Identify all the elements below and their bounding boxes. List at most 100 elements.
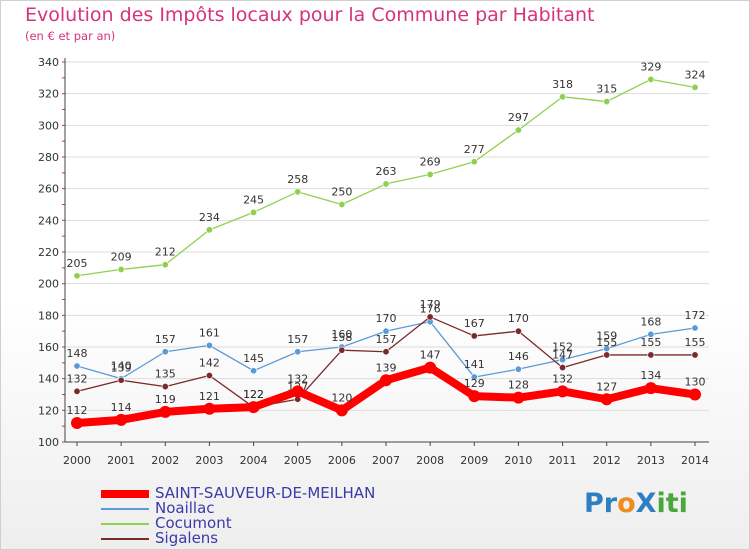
data-point [205,371,213,379]
legend-swatch [101,489,149,498]
data-label: 121 [199,390,220,403]
data-point [161,261,169,269]
data-label: 128 [508,379,529,392]
chart-title: Evolution des Impôts locaux pour la Comm… [25,4,595,26]
data-label: 132 [552,372,573,385]
data-point [426,170,434,178]
data-point [205,226,213,234]
data-point [115,413,128,426]
data-label: 269 [420,155,441,168]
legend-item: Cocumont [101,516,375,531]
data-label: 134 [640,369,661,382]
chart-legend: SAINT-SAUVEUR-DE-MEILHAN Noaillac Cocumont… [101,486,375,546]
data-point [691,83,699,91]
data-point [338,201,346,209]
y-tick-label: 100 [38,436,59,449]
data-point [161,348,169,356]
data-label: 157 [287,333,308,346]
x-tick-label: 2004 [240,454,268,467]
data-point [71,417,83,429]
data-point [468,390,481,403]
data-label: 318 [552,78,573,91]
data-point [647,75,655,83]
data-point [205,341,213,349]
data-label: 155 [596,336,617,349]
legend-item: SAINT-SAUVEUR-DE-MEILHAN [101,486,375,501]
data-point [559,93,567,101]
data-point [600,393,613,406]
data-label: 258 [287,173,308,186]
data-point [647,351,655,359]
data-label: 245 [243,193,264,206]
data-point [382,327,390,335]
data-label: 160 [331,328,352,341]
data-label: 329 [640,60,661,73]
data-label: 127 [596,380,617,393]
data-point [291,385,304,398]
data-label: 179 [420,298,441,311]
legend-item: Noaillac [101,501,375,516]
data-point [556,385,569,398]
legend-swatch [101,507,149,510]
x-tick-label: 2008 [416,454,444,467]
data-point [382,180,390,188]
data-point [250,208,258,216]
x-tick-label: 2001 [107,454,135,467]
data-point [644,382,657,395]
data-label: 159 [596,330,617,343]
data-point [470,158,478,166]
data-label: 205 [67,257,88,270]
data-point [514,365,522,373]
data-point [470,332,478,340]
data-label: 157 [376,333,397,346]
x-tick-label: 2002 [151,454,179,467]
data-label: 209 [111,250,132,263]
legend-swatch [101,537,149,540]
x-tick-label: 2010 [504,454,532,467]
data-point [514,327,522,335]
y-tick-label: 200 [38,278,59,291]
data-label: 170 [508,312,529,325]
data-point [603,98,611,106]
legend-label: SAINT-SAUVEUR-DE-MEILHAN [155,484,376,502]
legend-label: Cocumont [155,514,232,532]
y-tick-label: 260 [38,183,59,196]
data-label: 176 [420,303,441,316]
data-label: 119 [155,393,176,406]
data-label: 250 [331,186,352,199]
data-point [250,367,258,375]
data-label: 155 [640,336,661,349]
data-point [161,383,169,391]
data-point [73,362,81,370]
y-tick-label: 300 [38,119,59,132]
data-label: 170 [376,312,397,325]
data-label: 277 [464,143,485,156]
y-tick-label: 120 [38,404,59,417]
data-point [559,356,567,364]
y-tick-label: 280 [38,151,59,164]
data-point [203,402,216,415]
data-label: 146 [508,350,529,363]
data-point [117,376,125,384]
data-label: 132 [287,372,308,385]
data-point [470,373,478,381]
data-point [159,405,172,418]
data-label: 139 [376,361,397,374]
data-label: 297 [508,111,529,124]
data-point [294,348,302,356]
data-point [424,361,437,374]
data-label: 324 [685,68,706,81]
y-tick-label: 160 [38,341,59,354]
x-tick-label: 2003 [195,454,223,467]
y-tick-label: 140 [38,373,59,386]
x-tick-label: 2007 [372,454,400,467]
x-tick-label: 2012 [593,454,621,467]
data-label: 234 [199,211,220,224]
data-point [691,324,699,332]
data-label: 142 [199,357,220,370]
data-label: 161 [199,326,220,339]
data-point [335,404,348,417]
y-tick-label: 180 [38,309,59,322]
data-point [117,265,125,273]
